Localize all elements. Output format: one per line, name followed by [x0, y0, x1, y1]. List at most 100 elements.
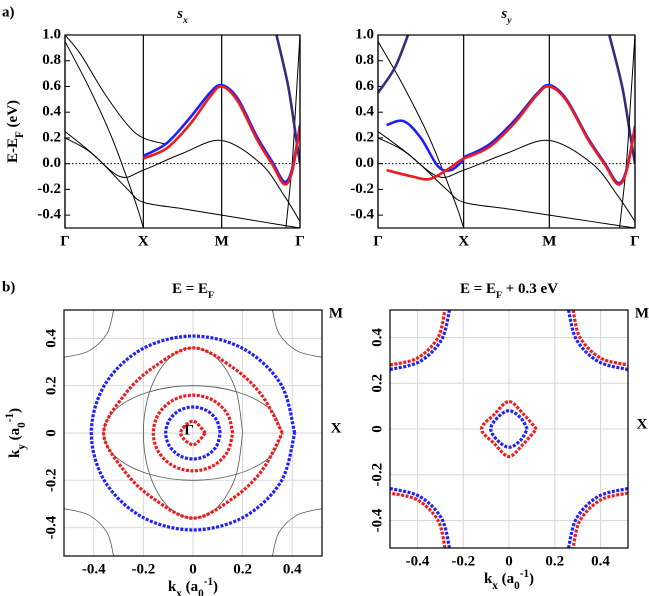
text-part: (a [498, 571, 515, 587]
text-part: ) [213, 579, 218, 595]
text-part: -1 [204, 576, 214, 588]
band-line [65, 35, 167, 145]
y-tick-label: 0.2 [369, 374, 385, 393]
band-line [142, 83, 300, 184]
band-line [275, 35, 300, 164]
text-part: x [176, 588, 182, 596]
text-part: 0 [16, 422, 28, 428]
panel-title: E = EF + 0.3 eV [460, 281, 558, 300]
y-tick-label: 0.0 [355, 155, 374, 171]
y-tick-label: -0.2 [43, 468, 59, 492]
x-tick-label: 0.2 [233, 561, 252, 577]
text-part: (a [182, 579, 199, 595]
text-part: x [492, 580, 498, 592]
x-tick-label: -0.2 [451, 553, 475, 569]
panel: Γ X M Γ -0.4 -0.2 0.0 0.2 0.4 0.6 0.8 1.0 sy [350, 6, 640, 249]
band-line [463, 85, 635, 186]
band-line [378, 35, 410, 94]
y-tick-label: 0 [369, 425, 385, 433]
band-line [102, 346, 284, 520]
text-part: E = E [460, 281, 496, 297]
y-tick-label: -0.4 [37, 207, 61, 223]
series-group [390, 310, 628, 548]
text-part: ) [529, 571, 534, 587]
x-tick-label: -0.4 [82, 561, 106, 577]
panel: -0.4 -0.2 0 0.2 0.4-0.4-0.200.20.4E = EFb)ky… [2, 279, 343, 596]
series-group [64, 310, 322, 556]
band-line [164, 405, 222, 461]
y-tick-label: 0.4 [355, 104, 374, 120]
y-tick-label: 0.2 [355, 129, 374, 145]
x-tick-label: 0 [505, 553, 513, 569]
text-part: E-E [5, 138, 21, 163]
panel-title: sy [500, 6, 512, 25]
panel-title: E = EF [172, 281, 214, 300]
text-part: 0 [198, 588, 204, 596]
text-part: -1 [4, 413, 16, 423]
text-part: 0 [514, 580, 520, 592]
band-line [65, 41, 144, 228]
text-part: + 0.3 eV [502, 281, 558, 297]
x-tick-label: -0.2 [132, 561, 156, 577]
band-line [151, 393, 235, 473]
x-tick-label: 0.4 [283, 561, 302, 577]
x-tick-label: Γ [295, 233, 305, 249]
y-axis-label: E-EF (eV) [5, 100, 25, 163]
text-part: E = E [172, 281, 208, 297]
symmetry-point-label: X [331, 420, 342, 436]
text-part: -1 [520, 568, 530, 580]
text-part: s [500, 6, 507, 22]
band-line [390, 310, 628, 548]
y-tick-label: -0.4 [369, 508, 385, 532]
x-tick-label: 0.4 [591, 553, 610, 569]
band-line [64, 310, 322, 556]
y-tick-label: 0.8 [42, 52, 61, 68]
x-axis-label: kx (a0-1) [484, 568, 534, 592]
x-tick-label: X [138, 233, 149, 249]
symmetry-point-label: Γ [184, 422, 194, 438]
band-line [378, 41, 465, 228]
text-part: ) [7, 408, 23, 413]
symmetry-point-label: M [635, 305, 649, 321]
text-part: (eV) [5, 100, 21, 131]
x-tick-label: Γ [630, 233, 640, 249]
y-tick-label: 1.0 [42, 26, 61, 42]
y-tick-label: -0.2 [369, 463, 385, 487]
y-axis-label: ky (a0-1) [4, 408, 28, 458]
y-tick-label: 0 [43, 429, 59, 437]
x-axis-label: kx (a0-1) [168, 576, 218, 596]
symmetry-point-label: M [329, 305, 343, 321]
y-tick-label: 0.4 [369, 328, 385, 347]
panel-label: a) [2, 4, 15, 20]
x-tick-label: Γ [373, 233, 383, 249]
y-tick-label: 0.6 [42, 78, 61, 94]
y-tick-label: -0.4 [43, 515, 59, 539]
series-group [65, 35, 300, 228]
text-part: s [176, 6, 183, 22]
y-tick-label: 0.2 [42, 129, 61, 145]
y-tick-label: 0.0 [42, 155, 61, 171]
text-part: F [208, 290, 214, 301]
panel: Γ X M Γ -0.4 -0.2 0.0 0.2 0.4 0.6 0.8 1.0 sx a) E-EF (… [2, 4, 305, 249]
panel-label: b) [2, 279, 15, 295]
band-line [390, 310, 628, 548]
text-part: x [182, 15, 188, 26]
x-tick-label: 0.2 [545, 553, 564, 569]
x-tick-label: 0 [189, 561, 197, 577]
text-part: (a [7, 427, 23, 444]
y-tick-label: 0.4 [42, 104, 61, 120]
band-line [65, 131, 300, 228]
y-tick-label: -0.4 [350, 207, 374, 223]
band-line [386, 119, 465, 173]
band-line [479, 399, 538, 459]
y-tick-label: 0.6 [355, 78, 374, 94]
band-line [378, 131, 635, 228]
symmetry-point-label: X [637, 416, 648, 432]
x-tick-label: -0.4 [406, 553, 430, 569]
plot-frame [389, 309, 629, 549]
text-part: k [484, 571, 493, 587]
text-part: F [496, 290, 502, 301]
text-part: k [168, 579, 177, 595]
x-tick-label: M [542, 233, 556, 249]
